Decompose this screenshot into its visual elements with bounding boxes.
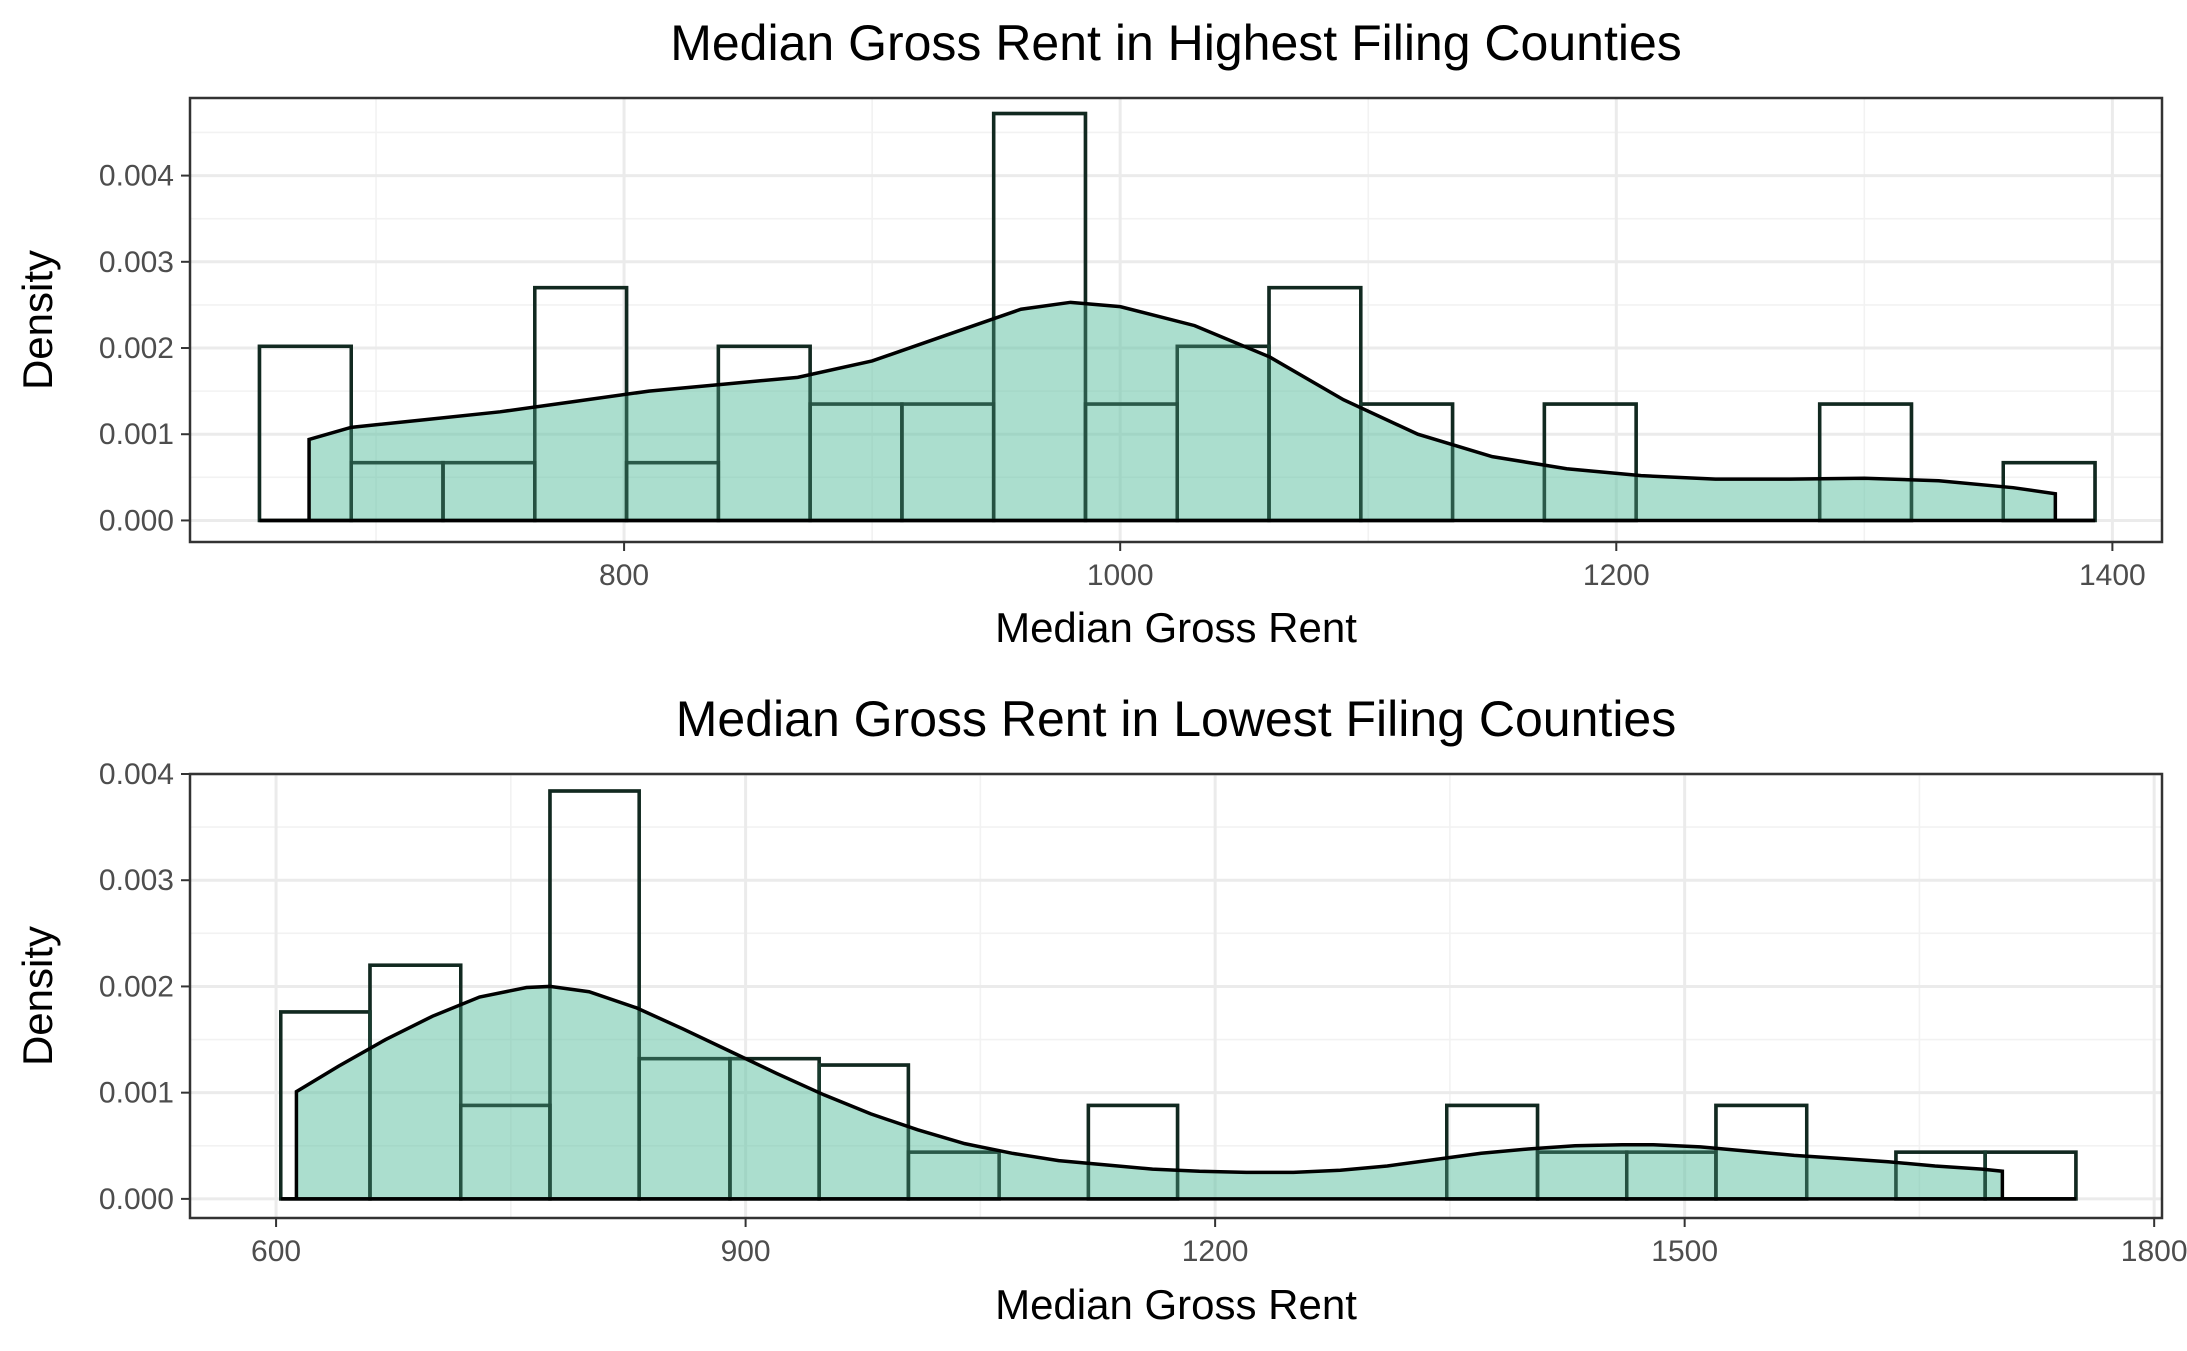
x-tick-label-lowest-2: 1200 [1182,1235,1249,1268]
plot-area-highest: 800 1000 1200 1400 0.000 0.001 0.002 0.003 0.004 [99,96,2164,592]
density-line-highest [307,300,2058,521]
x-tick-label-highest-3: 1400 [2079,559,2146,592]
density-area-highest [309,302,2056,521]
y-axis-label-highest: Density [14,250,61,390]
chart-panel-lowest: Median Gross Rent in Lowest Filing Count… [14,691,2187,1328]
y-tick-label-highest-0: 0.000 [99,504,174,537]
y-tick-label-highest-2: 0.002 [99,332,174,365]
panel-border-lowest [188,772,2164,1220]
x-tick-label-highest-0: 800 [599,559,649,592]
y-axis-label-lowest: Density [14,926,61,1066]
y-tick-label-lowest-0: 0.000 [99,1183,174,1216]
plot-area-lowest: 600 900 1200 1500 1800 0.000 0.001 0.002 0.003 0.… [99,758,2187,1268]
chart-title-lowest: Median Gross Rent in Lowest Filing Count… [676,691,1676,747]
y-tick-label-lowest-2: 0.002 [99,970,174,1003]
y-tick-label-highest-1: 0.001 [99,418,174,451]
x-tick-label-highest-2: 1200 [1583,559,1650,592]
y-tick-label-highest-4: 0.004 [99,160,174,193]
y-tick-label-lowest-4: 0.004 [99,758,174,791]
y-tick-label-lowest-1: 0.001 [99,1077,174,1110]
x-tick-label-lowest-0: 600 [251,1235,301,1268]
x-tick-label-lowest-3: 1500 [1651,1235,1718,1268]
x-axis-label-lowest: Median Gross Rent [995,1281,1357,1328]
y-tick-label-highest-3: 0.003 [99,246,174,279]
x-axis-label-highest: Median Gross Rent [995,604,1357,651]
x-tick-label-lowest-1: 900 [721,1235,771,1268]
chart-panel-highest: Median Gross Rent in Highest Filing Coun… [14,15,2164,651]
x-tick-label-lowest-4: 1800 [2121,1235,2187,1268]
density-line-lowest [294,984,2005,1199]
x-tick-label-highest-1: 1000 [1087,559,1154,592]
chart-title-highest: Median Gross Rent in Highest Filing Coun… [670,15,1682,71]
y-tick-label-lowest-3: 0.003 [99,864,174,897]
panel-border-highest [188,96,2164,544]
